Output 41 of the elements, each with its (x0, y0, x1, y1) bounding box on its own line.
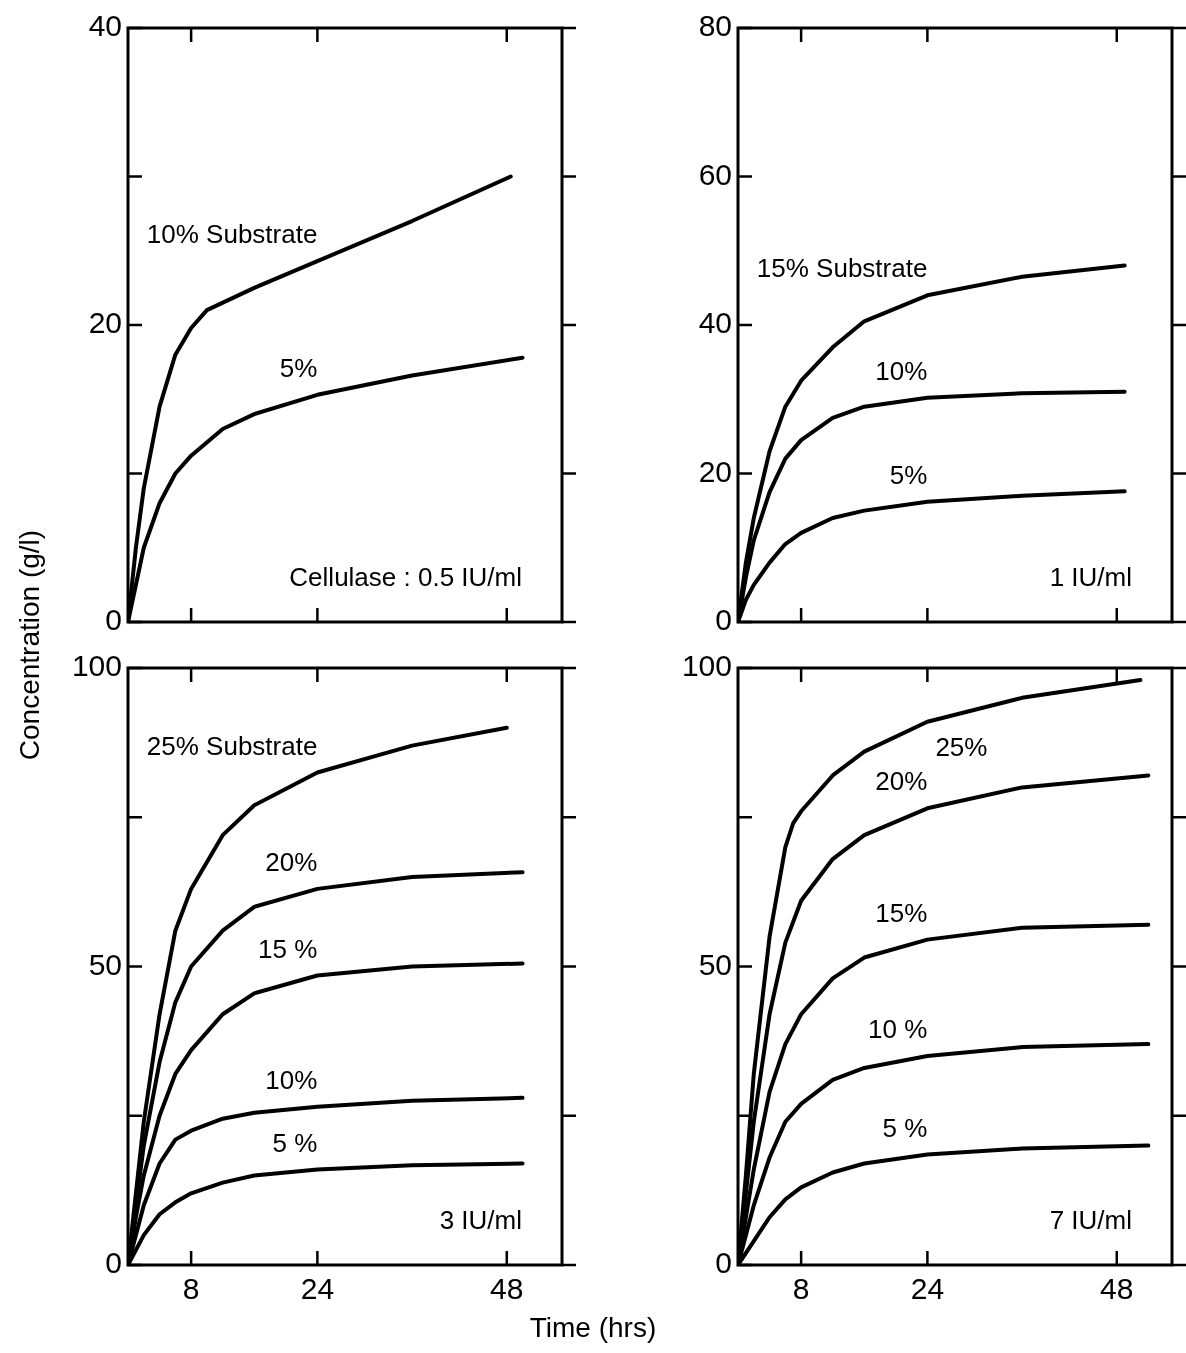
series-label: 10% (265, 1064, 318, 1095)
annotation: Cellulase : 0.5 IU/ml (289, 562, 522, 593)
series-label: 10 % (868, 1014, 928, 1045)
series-label: 15% (875, 897, 928, 928)
y-tick-label: 0 (715, 1246, 732, 1280)
series-label: 5% (279, 352, 318, 383)
series-label: 5% (889, 459, 928, 490)
y-tick-label: 40 (698, 306, 732, 340)
series-label: 5 % (272, 1127, 318, 1158)
x-tick-label: 8 (792, 1272, 810, 1306)
annotation: 7 IU/ml (1049, 1205, 1132, 1236)
series-label: 10% (875, 355, 928, 386)
x-tick-label: 24 (300, 1272, 335, 1306)
x-tick-label: 48 (1100, 1272, 1134, 1306)
x-axis-title: Time (hrs) (529, 1312, 657, 1344)
series-label: 15 % (258, 933, 318, 964)
y-tick-label: 50 (698, 947, 732, 981)
y-tick-label: 100 (71, 649, 122, 683)
series-label: 20% (265, 847, 318, 878)
y-tick-label: 100 (681, 649, 732, 683)
y-tick-label: 0 (715, 603, 732, 637)
y-tick-label: 80 (698, 9, 732, 43)
series-label: 20% (875, 766, 928, 797)
series-label: 25% Substrate (146, 730, 318, 761)
series-label: 5 % (882, 1112, 928, 1143)
y-tick-label: 20 (698, 454, 732, 488)
x-tick-label: 48 (490, 1272, 524, 1306)
y-tick-label: 60 (698, 157, 732, 191)
y-tick-label: 0 (105, 1246, 122, 1280)
x-tick-label: 24 (910, 1272, 945, 1306)
y-tick-label: 0 (105, 603, 122, 637)
series-label: 10% Substrate (146, 219, 318, 250)
series-label: 25% (935, 731, 988, 762)
y-tick-label: 20 (88, 306, 122, 340)
y-tick-label: 40 (88, 9, 122, 43)
x-tick-label: 8 (182, 1272, 200, 1306)
y-axis-title: Concentration (g/l) (14, 529, 46, 761)
series-label: 15% Substrate (756, 253, 928, 284)
annotation: 1 IU/ml (1049, 562, 1132, 593)
annotation: 3 IU/ml (439, 1205, 522, 1236)
y-tick-label: 50 (88, 947, 122, 981)
